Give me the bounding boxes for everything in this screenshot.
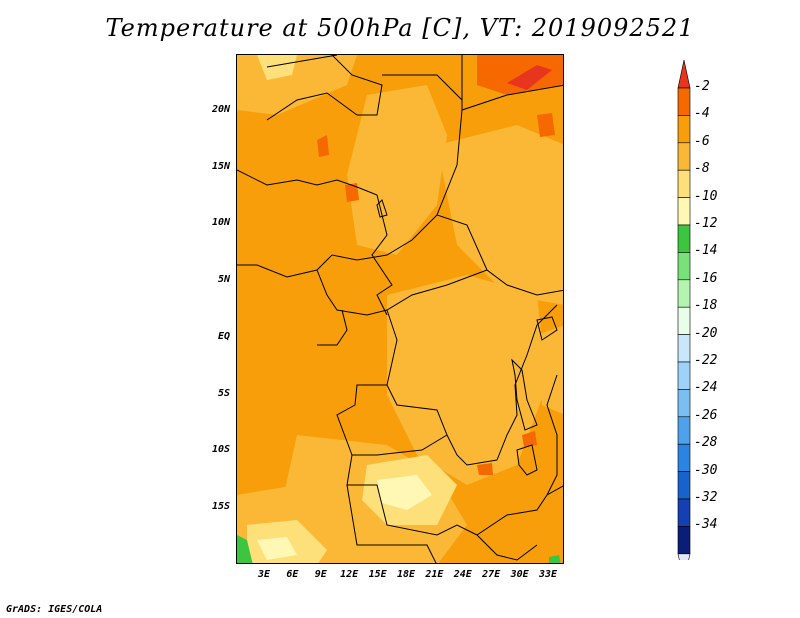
colorbar-segment [677,334,691,363]
grads-credit: GrADS: IGES/COLA [6,604,103,615]
colorbar-over-triangle [677,60,691,89]
colorbar-tick-label: -22 [694,353,718,368]
colorbar-tick-label: -6 [694,133,710,149]
lat-tick-label: 5S [217,387,230,399]
colorbar-segment [677,197,691,226]
colorbar-tick-label: -20 [694,325,718,341]
lon-tick-label: 15E [368,569,387,580]
lon-tick-label: 30E [510,569,529,580]
lon-tick-label: 9E [314,569,327,580]
colorbar-tick-label: -8 [694,161,710,177]
lat-tick-label: 5N [217,274,230,286]
colorbar-tick-label: -14 [694,243,718,259]
colorbar-segment [677,389,691,418]
lon-tick-label: 21E [425,569,444,580]
lon-tick-label: 6E [286,569,299,580]
lat-tick-label: EQ [217,330,230,342]
colorbar-tick-label: -2 [694,79,710,94]
colorbar-tick-label: -24 [694,380,718,396]
temperature-map [236,54,564,564]
colorbar-tick-label: -16 [694,270,718,286]
lat-tick-label: 15S [211,500,230,512]
colorbar-segment [677,306,691,335]
colorbar-segment [677,443,691,472]
colorbar-tick-label: -32 [694,490,718,505]
lat-tick-label: 15N [211,160,230,172]
colorbar-segment [677,115,691,144]
colorbar [677,60,691,560]
colorbar-segment [677,498,691,527]
colorbar-segment [677,142,691,171]
colorbar-tick-label: -34 [694,517,718,533]
lat-tick-label: 10S [211,444,230,456]
colorbar-segment [677,361,691,390]
colorbar-segment [677,416,691,445]
map-title: Temperature at 500hPa [C], VT: 201909252… [105,14,695,42]
colorbar-tick-label: -10 [694,188,718,204]
lat-tick-label: 20N [211,104,230,115]
lon-tick-label: 12E [340,569,359,580]
colorbar-segment [677,169,691,198]
colorbar-segment [677,252,691,281]
colorbar-segment [677,279,691,308]
lon-tick-label: 27E [482,569,501,580]
colorbar-under-triangle [677,553,691,560]
lon-tick-label: 24E [453,569,472,580]
colorbar-tick-label: -18 [694,298,718,314]
lon-tick-label: 3E [257,569,271,580]
lon-tick-label: 18E [396,569,416,580]
colorbar-tick-label: -30 [694,462,718,478]
lat-tick-label: 10N [211,217,230,229]
colorbar-segment [677,471,691,500]
colorbar-tick-label: -12 [694,216,718,231]
colorbar-segment [677,224,691,253]
colorbar-tick-label: -28 [694,435,718,451]
colorbar-tick-label: -4 [694,106,710,122]
colorbar-segment [677,87,691,116]
colorbar-tick-label: -26 [694,407,718,423]
lon-tick-label: 33E [538,569,558,580]
colorbar-segment [677,526,691,555]
